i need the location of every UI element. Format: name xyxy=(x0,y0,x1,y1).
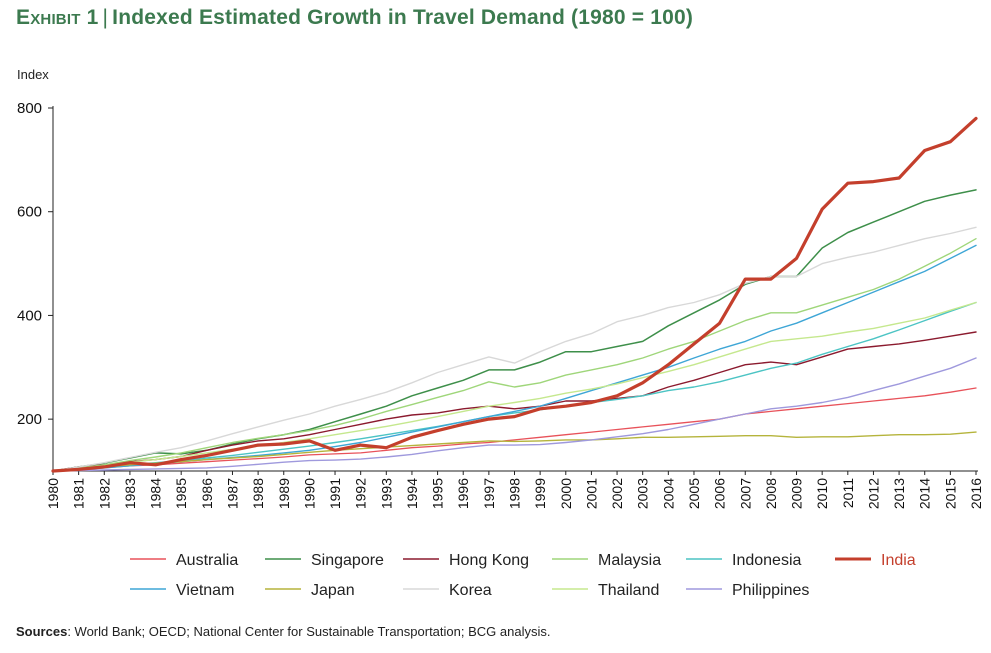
chart-series xyxy=(51,116,978,473)
legend-label: Philippines xyxy=(732,582,809,599)
x-tick-label: 2010 xyxy=(814,478,830,509)
x-tick-label: 2001 xyxy=(583,478,599,509)
x-tick-label: 1998 xyxy=(507,478,523,509)
x-tick-label: 1990 xyxy=(301,478,317,509)
legend-label: Australia xyxy=(176,552,238,569)
chart-title: Exhibit 1 | Indexed Estimated Growth in Tr… xyxy=(16,6,693,30)
y-tick-label: 800 xyxy=(17,100,42,117)
x-tick-label: 2007 xyxy=(737,478,753,509)
legend-label: Japan xyxy=(311,582,355,599)
x-tick-label: 1981 xyxy=(71,478,87,509)
x-tick-label: 1994 xyxy=(404,478,420,509)
series-line-indonesia xyxy=(52,301,977,472)
legend-label: Malaysia xyxy=(598,552,661,569)
y-tick-label: 400 xyxy=(17,307,42,324)
series-line-japan xyxy=(52,431,977,472)
x-tick-label: 1991 xyxy=(327,478,343,509)
series-line-india xyxy=(51,116,978,473)
series-line-australia xyxy=(52,387,977,472)
series-line-thailand xyxy=(52,301,977,472)
x-tick-label: 1986 xyxy=(199,478,215,509)
exhibit-label: Exhibit 1 xyxy=(16,6,99,29)
sources-label: Sources xyxy=(16,624,68,639)
legend-label: India xyxy=(881,552,916,569)
x-tick-label: 1985 xyxy=(173,478,189,509)
x-tick-label: 2009 xyxy=(789,478,805,509)
sources-text: : World Bank; OECD; National Center for … xyxy=(67,624,551,639)
x-tick-label: 2004 xyxy=(660,478,676,509)
exhibit-title: Indexed Estimated Growth in Travel Deman… xyxy=(112,6,694,29)
legend-label: Korea xyxy=(449,582,492,599)
y-axis-label: Index xyxy=(17,67,49,82)
sources-note: Sources: World Bank; OECD; National Cent… xyxy=(16,624,550,639)
x-tick-label: 1987 xyxy=(224,478,240,509)
x-tick-label: 1999 xyxy=(532,478,548,509)
x-tick-label: 2015 xyxy=(942,478,958,509)
x-tick-label: 1982 xyxy=(96,478,112,509)
legend-label: Singapore xyxy=(311,552,384,569)
legend-label: Thailand xyxy=(598,582,659,599)
x-tick-label: 2013 xyxy=(891,478,907,509)
x-tick-label: 1989 xyxy=(276,478,292,509)
x-tick-label: 2012 xyxy=(865,478,881,509)
title-separator: | xyxy=(102,6,109,29)
series-line-singapore xyxy=(52,189,977,472)
x-tick-label: 2000 xyxy=(558,478,574,509)
x-tick-label: 1995 xyxy=(430,478,446,509)
x-tick-label: 2016 xyxy=(968,478,984,509)
y-tick-label: 600 xyxy=(17,204,42,221)
series-line-philippines xyxy=(52,357,977,472)
series-line-malaysia xyxy=(52,237,977,472)
x-tick-label: 1984 xyxy=(148,478,164,509)
x-tick-label: 1980 xyxy=(45,478,61,509)
x-tick-label: 2003 xyxy=(635,478,651,509)
x-tick-label: 2008 xyxy=(763,478,779,509)
chart-legend: Australia Singapore Hong Kong Malaysia Indon… xyxy=(130,552,916,599)
x-tick-label: 2011 xyxy=(840,478,856,508)
legend-label: Indonesia xyxy=(732,552,801,569)
x-tick-label: 2005 xyxy=(686,478,702,509)
series-line-hong-kong xyxy=(52,331,977,472)
x-tick-label: 2014 xyxy=(917,478,933,509)
x-tick-label: 1988 xyxy=(250,478,266,509)
legend-label: Vietnam xyxy=(176,582,234,599)
chart-axes: Index 200 400 600 800 1980 1981 1982 1983 1984 198… xyxy=(17,67,984,509)
y-tick-label: 200 xyxy=(17,411,42,428)
x-tick-label: 2006 xyxy=(712,478,728,509)
x-tick-label: 1996 xyxy=(455,478,471,509)
x-tick-label: 2002 xyxy=(609,478,625,509)
x-tick-label: 1993 xyxy=(378,478,394,509)
legend-label: Hong Kong xyxy=(449,552,529,569)
x-tick-label: 1997 xyxy=(481,478,497,509)
x-tick-label: 1983 xyxy=(122,478,138,509)
series-line-korea xyxy=(52,226,977,472)
x-tick-label: 1992 xyxy=(353,478,369,509)
